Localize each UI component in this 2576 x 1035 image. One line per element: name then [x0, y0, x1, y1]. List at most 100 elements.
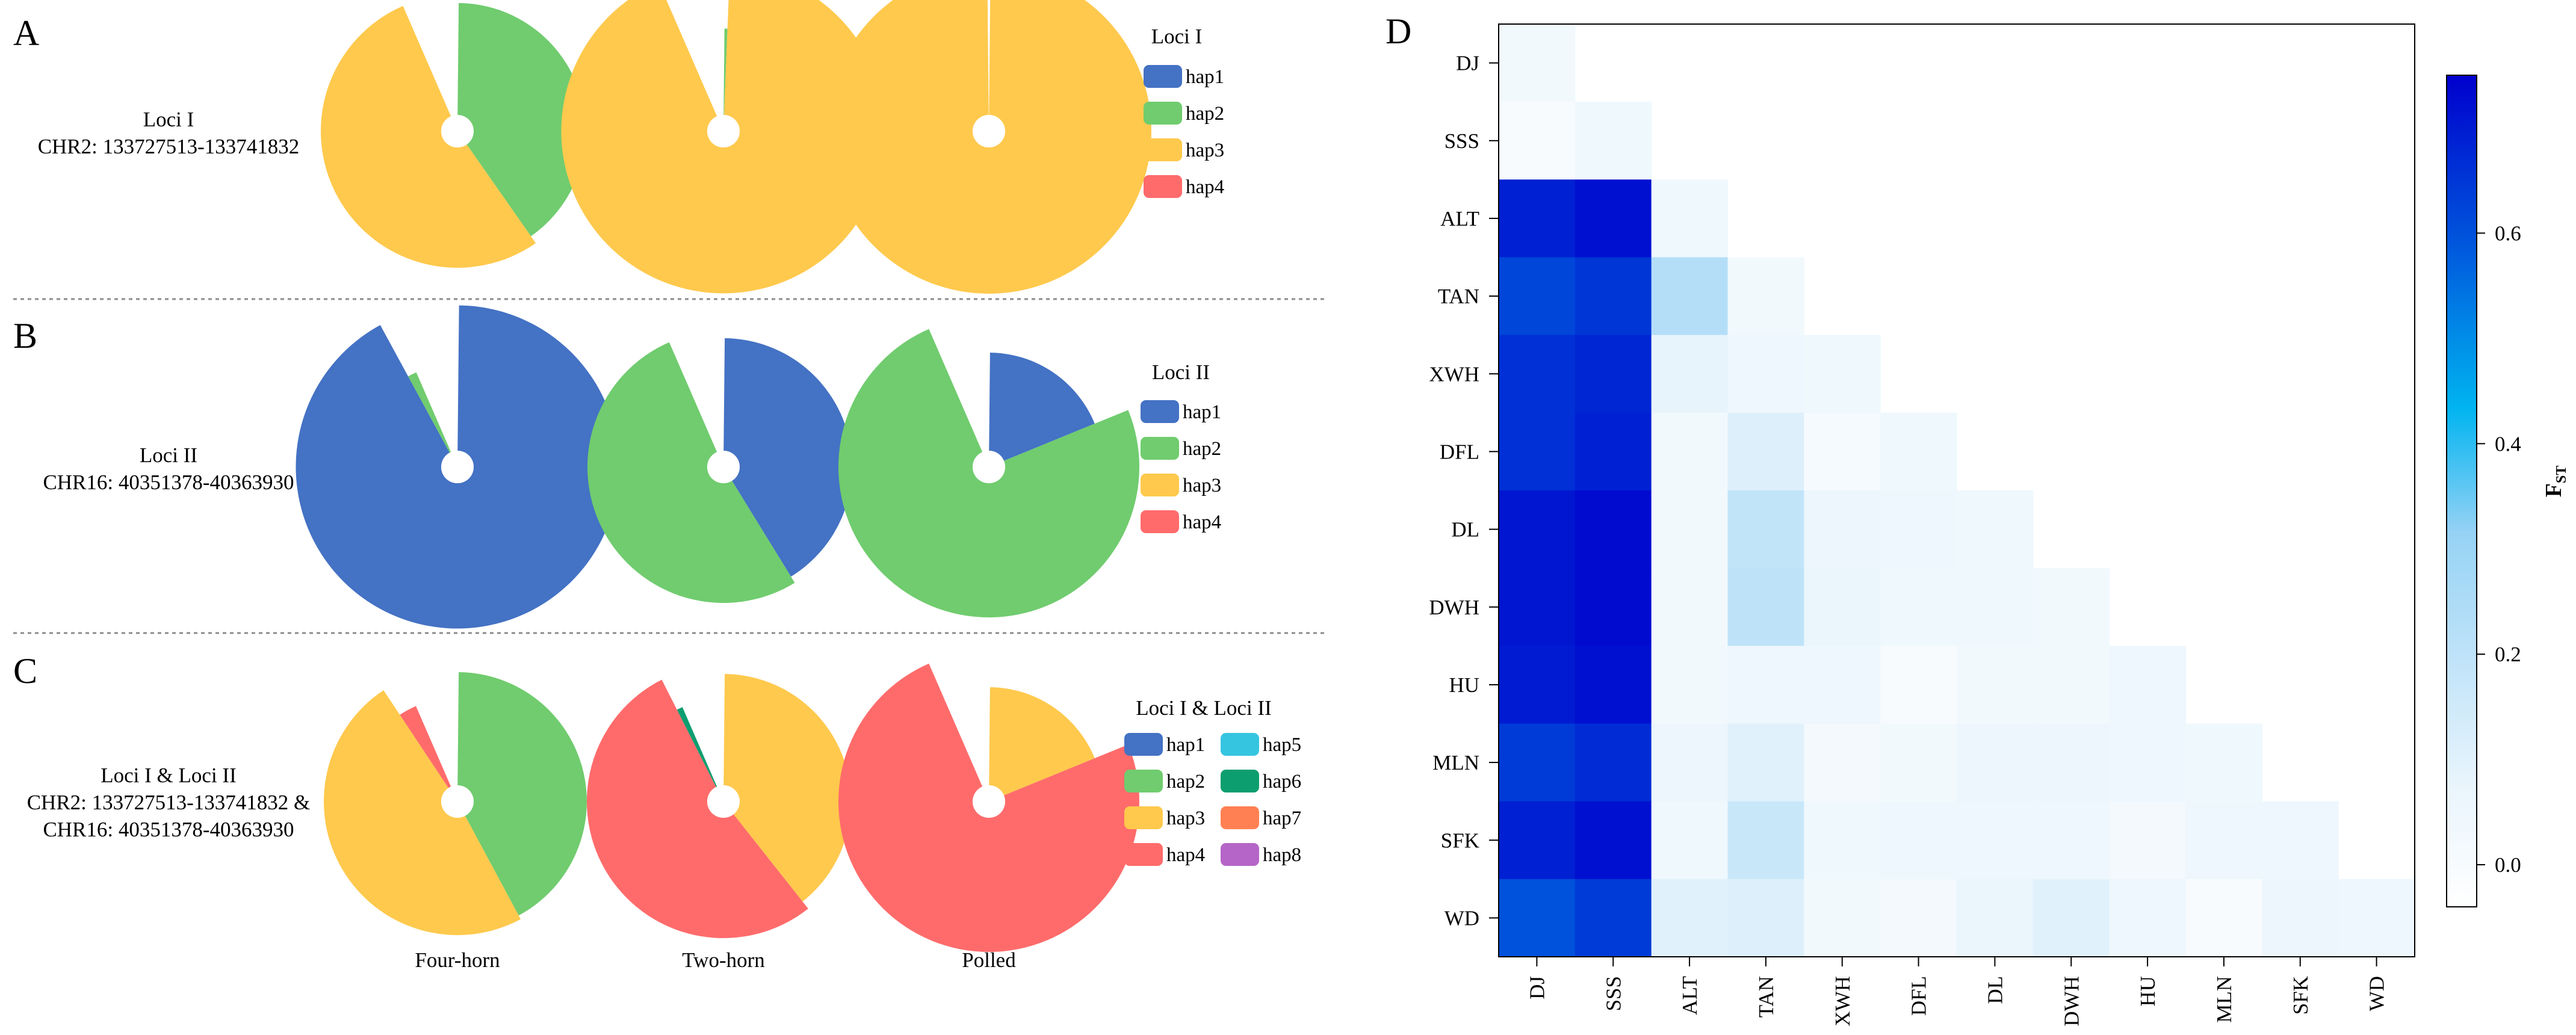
row-label-wd: WD [1444, 906, 1479, 930]
heatmap-cell-wd-dj [1499, 879, 1576, 957]
region-label-c-1: CHR2: 133727513-133741832 & [27, 791, 311, 814]
heatmap-cell-tan-alt [1651, 257, 1729, 336]
col-label-dwh: DWH [2060, 976, 2083, 1027]
heatmap-cell-dl-tan [1727, 490, 1804, 569]
pie-hole [973, 785, 1005, 818]
pie-slice-b-1-hap2 [587, 342, 795, 604]
heatmap-cell-wd-dl [1957, 879, 2034, 957]
colorbar-label: FST [2541, 466, 2569, 498]
legend-swatch-c-hap3 [1124, 806, 1163, 829]
legend-label-b-hap4: hap4 [1183, 511, 1221, 533]
legend-label-c-hap2: hap2 [1166, 771, 1205, 792]
loci-label-a: Loci I [143, 108, 194, 131]
pie-slice-c-1-hap4 [586, 679, 808, 938]
pie-hole [707, 451, 740, 483]
legends: hap1 hap2 hap3 hap4 hap1 hap2 hap3 hap4 hap1 hap2… [1124, 65, 1301, 866]
heatmap-cell-sss-dj [1499, 102, 1576, 180]
heatmap-cell-hu-dwh [2033, 646, 2110, 724]
legend-title-c: Loci I & Loci II [1136, 696, 1271, 720]
col-label-mln: MLN [2212, 976, 2236, 1023]
legend-label-b-hap2: hap2 [1183, 438, 1221, 460]
row-label-tan: TAN [1438, 285, 1479, 308]
heatmap-cell-mln-alt [1651, 723, 1729, 802]
legend-label-c-hap6: hap6 [1263, 771, 1301, 792]
legend-swatch-c-hap8 [1221, 843, 1259, 866]
col-label-tan: TAN [1754, 976, 1778, 1018]
heatmap-cell-dfl-dj [1499, 412, 1576, 491]
heatmap-cell-wd-mln [2185, 879, 2262, 957]
col-label-hu: HU [2136, 976, 2160, 1007]
heatmap-cell-dl-dl [1957, 490, 2034, 569]
heatmap-cell-dfl-xwh [1804, 412, 1881, 491]
heatmap-cell-sfk-sfk [2262, 801, 2339, 880]
heatmap-cell-sfk-mln [2185, 801, 2262, 880]
heatmap-cell-dwh-dfl [1880, 568, 1957, 646]
heatmap-cell-mln-mln [2185, 723, 2262, 802]
heatmap-cell-sfk-dfl [1880, 801, 1957, 880]
heatmap-cell-wd-dwh [2033, 879, 2110, 957]
legend-swatch-a-hap2 [1144, 102, 1182, 125]
heatmap-cell-dj-dj [1499, 24, 1576, 102]
col-label-xwh: XWH [1831, 976, 1854, 1027]
pie-hole [973, 451, 1005, 483]
legend-label-b-hap1: hap1 [1183, 401, 1221, 423]
group-label-four-horn: Four-horn [415, 948, 500, 972]
heatmap-cell-hu-dfl [1880, 646, 1957, 724]
heatmap-cell-dwh-dl [1957, 568, 2034, 646]
legend-swatch-c-hap7 [1221, 806, 1259, 829]
legend-swatch-b-hap2 [1141, 437, 1179, 460]
heatmap-cell-xwh-xwh [1804, 335, 1881, 413]
legend-label-a-hap3: hap3 [1186, 140, 1224, 161]
heatmap-cell-hu-dl [1957, 646, 2034, 724]
heatmap-frame [1498, 23, 2415, 957]
row-label-alt: ALT [1440, 207, 1479, 230]
heatmap-cell-sfk-xwh [1804, 801, 1881, 880]
heatmap-cell-sss-sss [1574, 102, 1652, 180]
heatmap-cell-dl-dfl [1880, 490, 1957, 569]
heatmap-cell-sfk-dj [1499, 801, 1576, 880]
heatmap-cell-wd-xwh [1804, 879, 1881, 957]
fst-heatmap: DJ SSS ALT TAN XWH DFL DL DWH HU MLN SFK WD DJ SSS ALT… [1429, 23, 2415, 1027]
heatmap-cell-xwh-dj [1499, 335, 1576, 413]
legend-title-b: Loci II [1152, 360, 1210, 384]
legend-swatch-a-hap3 [1144, 138, 1182, 161]
heatmap-cell-alt-dj [1499, 179, 1576, 258]
pie-slice-a-0-hap2 [457, 3, 586, 236]
col-label-sfk: SFK [2289, 976, 2312, 1015]
heatmap-cell-mln-dfl [1880, 723, 1957, 802]
pie-hole [441, 451, 474, 483]
pie-slice-b-2-hap2 [838, 329, 1140, 617]
heatmap-cell-dfl-sss [1574, 412, 1652, 491]
heatmap-cell-sfk-alt [1651, 801, 1729, 880]
heatmap-cell-hu-alt [1651, 646, 1729, 724]
panel-letter-c: C [13, 651, 37, 691]
heatmap-cell-hu-sss [1574, 646, 1652, 724]
row-label-dl: DL [1451, 518, 1479, 542]
heatmap-cell-alt-alt [1651, 179, 1729, 258]
pie-hole [973, 115, 1005, 147]
heatmap-cell-mln-dl [1957, 723, 2034, 802]
pie-slice-a-0-hap3 [320, 5, 536, 268]
legend-label-a-hap2: hap2 [1186, 103, 1224, 125]
row-label-sfk: SFK [1441, 829, 1479, 852]
heatmap-cell-wd-tan [1727, 879, 1804, 957]
heatmap-cell-dl-dj [1499, 490, 1576, 569]
legend-swatch-c-hap4 [1124, 843, 1163, 866]
heatmap-cell-dwh-sss [1574, 568, 1652, 646]
region-label-b: CHR16: 40351378-40363930 [43, 471, 294, 494]
legend-label-a-hap1: hap1 [1186, 66, 1224, 88]
heatmap-cell-dfl-tan [1727, 412, 1804, 491]
pie-hole [441, 115, 474, 147]
loci-label-c: Loci I & Loci II [101, 764, 236, 787]
row-label-mln: MLN [1432, 751, 1479, 774]
heatmap-cell-dwh-dwh [2033, 568, 2110, 646]
legend-label-c-hap4: hap4 [1166, 844, 1205, 866]
pie-hole [441, 785, 474, 818]
pie-slice-c-0-hap2 [457, 672, 587, 916]
pie-slice-a-2-hap3 [826, 0, 1151, 294]
legend-swatch-a-hap4 [1144, 175, 1182, 198]
pie-slice-a-1-hap3 [561, 0, 886, 294]
colorbar-tick-label-3: 0.6 [2495, 221, 2521, 245]
col-label-dfl: DFL [1907, 976, 1931, 1016]
